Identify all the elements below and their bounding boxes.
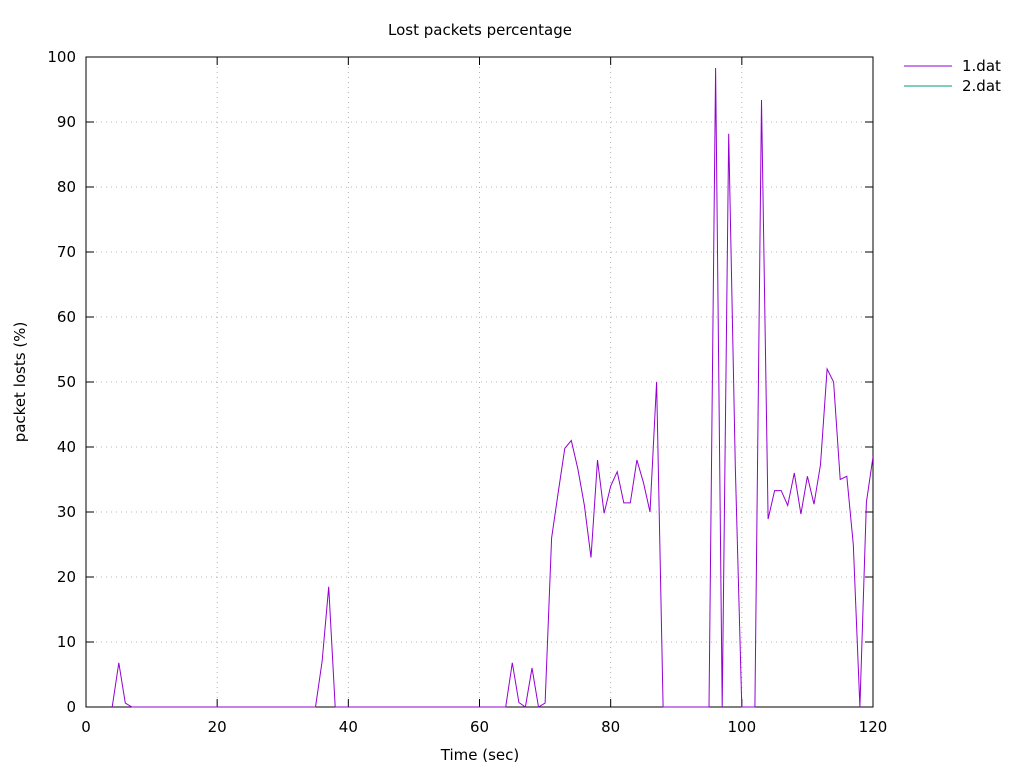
chart-title: Lost packets percentage bbox=[388, 21, 572, 39]
series-line-0 bbox=[111, 67, 873, 708]
axis-ticks: 0 20 40 60 80 100 120 0 10 20 30 40 50 60 70 80 90 100 bbox=[47, 48, 887, 736]
y-tick-label: 80 bbox=[57, 178, 76, 196]
series-lines bbox=[111, 67, 873, 708]
legend: 1.dat 2.dat bbox=[904, 57, 1001, 95]
y-tick-label: 40 bbox=[57, 438, 76, 456]
y-tick-label: 0 bbox=[66, 698, 76, 716]
x-tick-label: 80 bbox=[601, 718, 620, 736]
x-axis-label: Time (sec) bbox=[440, 746, 519, 764]
x-tick-label: 40 bbox=[339, 718, 358, 736]
y-tick-label: 70 bbox=[57, 243, 76, 261]
y-tick-label: 60 bbox=[57, 308, 76, 326]
y-tick-label: 10 bbox=[57, 633, 76, 651]
x-tick-label: 100 bbox=[728, 718, 757, 736]
grid-lines bbox=[86, 57, 873, 707]
y-tick-label: 90 bbox=[57, 113, 76, 131]
y-axis-label: packet losts (%) bbox=[11, 322, 29, 443]
x-tick-label: 120 bbox=[859, 718, 888, 736]
y-tick-label: 20 bbox=[57, 568, 76, 586]
legend-label: 2.dat bbox=[962, 77, 1001, 95]
legend-label: 1.dat bbox=[962, 57, 1001, 75]
y-tick-label: 50 bbox=[57, 373, 76, 391]
x-tick-label: 0 bbox=[81, 718, 91, 736]
x-tick-label: 60 bbox=[470, 718, 489, 736]
x-tick-label: 20 bbox=[208, 718, 227, 736]
y-tick-label: 100 bbox=[47, 48, 76, 66]
y-tick-label: 30 bbox=[57, 503, 76, 521]
